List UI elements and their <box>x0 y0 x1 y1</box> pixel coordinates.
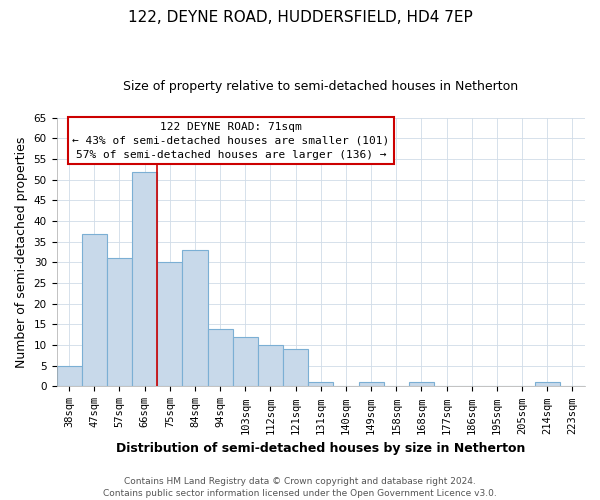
Bar <box>82 234 107 386</box>
Text: 122 DEYNE ROAD: 71sqm
← 43% of semi-detached houses are smaller (101)
57% of sem: 122 DEYNE ROAD: 71sqm ← 43% of semi-deta… <box>72 122 389 160</box>
Title: Size of property relative to semi-detached houses in Netherton: Size of property relative to semi-detach… <box>123 80 518 93</box>
Bar <box>359 382 383 386</box>
Bar <box>208 328 233 386</box>
Bar <box>283 349 308 387</box>
Bar <box>107 258 132 386</box>
Bar <box>56 366 82 386</box>
Text: 122, DEYNE ROAD, HUDDERSFIELD, HD4 7EP: 122, DEYNE ROAD, HUDDERSFIELD, HD4 7EP <box>128 10 472 25</box>
Bar <box>308 382 334 386</box>
Text: Contains HM Land Registry data © Crown copyright and database right 2024.
Contai: Contains HM Land Registry data © Crown c… <box>103 476 497 498</box>
Bar <box>132 172 157 386</box>
Bar <box>157 262 182 386</box>
Bar <box>258 345 283 387</box>
Bar <box>535 382 560 386</box>
Bar <box>409 382 434 386</box>
Bar <box>233 337 258 386</box>
Bar <box>182 250 208 386</box>
X-axis label: Distribution of semi-detached houses by size in Netherton: Distribution of semi-detached houses by … <box>116 442 526 455</box>
Y-axis label: Number of semi-detached properties: Number of semi-detached properties <box>15 136 28 368</box>
